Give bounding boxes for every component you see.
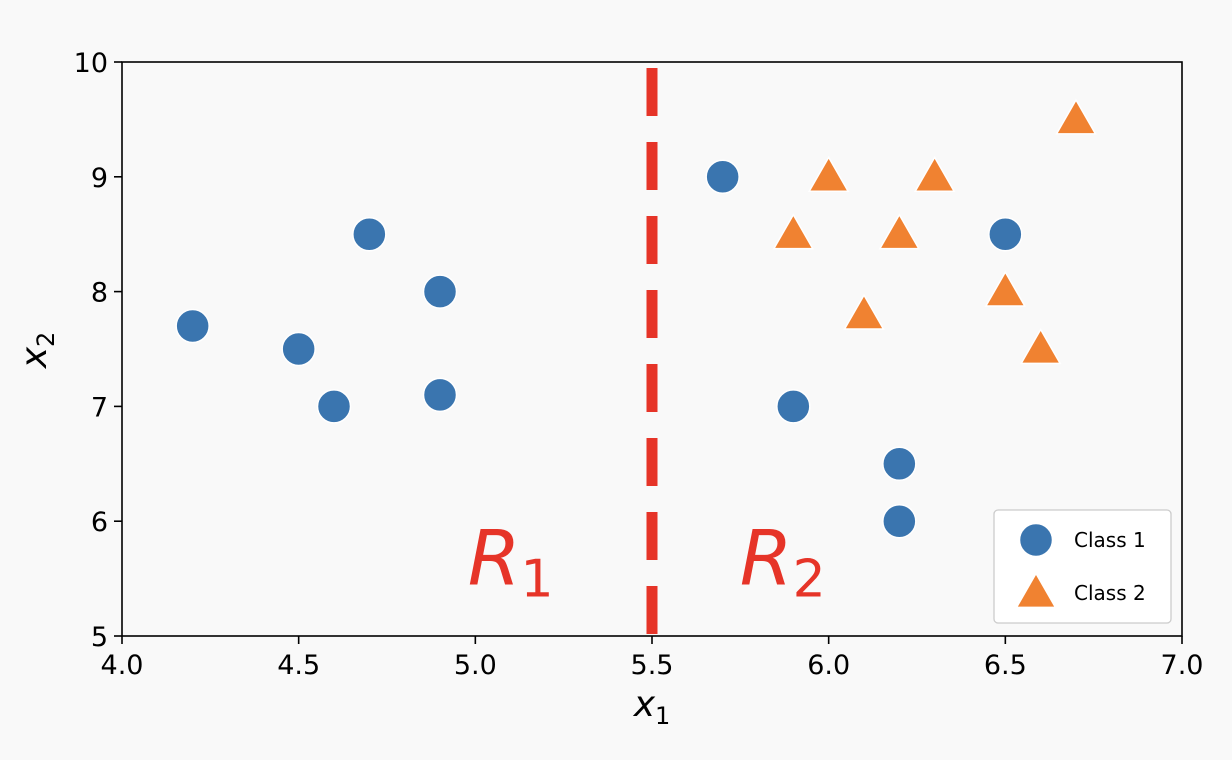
y-tick-label: 7 [91,392,108,423]
x-tick-label: 6.5 [984,650,1027,681]
class-2-point [878,213,921,250]
region-labels: R1 R2 [468,513,826,609]
x-tick-label: 7.0 [1161,650,1204,681]
class-1-point [705,159,740,195]
y-tick-label: 10 [74,48,108,79]
class-1-point [882,446,917,482]
class-2-point [913,155,956,192]
legend-marker-1 [1018,522,1054,558]
class-2-point [1019,328,1062,365]
legend-marker-2 [1015,572,1057,609]
class-1-point [352,216,387,252]
series-2 [772,98,1097,365]
class-1-point [175,308,210,344]
class-2-point [772,213,815,250]
class-2-point [843,293,885,330]
x-tick-label: 4.0 [101,650,144,681]
x-tick-label: 5.5 [631,650,674,681]
legend-label-1: Class 1 [1074,528,1146,552]
x-axis-label: x1 [633,684,671,730]
x-tick-label: 4.5 [277,650,320,681]
y-tick-label: 9 [91,163,108,194]
class-1-point [776,389,811,424]
class-1-point [882,503,917,539]
class-2-point [984,270,1027,307]
axes: 4.0 4.5 5.0 5.5 6.0 6.5 7.0 5 6 7 8 9 10 x1 x2 [14,48,1203,730]
y-tick-label: 6 [91,507,108,538]
class-1-point [422,274,458,309]
data-points [175,98,1097,539]
x-tick-label: 6.0 [807,650,850,681]
series-1 [175,159,1023,539]
y-tick-label: 8 [91,278,108,309]
class-1-point [422,377,458,413]
legend: Class 1 Class 2 [993,509,1172,624]
class-1-point [281,331,316,367]
y-tick-label: 5 [91,622,108,653]
region-label-1: R1 [468,513,554,609]
class-2-point [807,155,850,192]
class-1-point [316,389,352,424]
y-axis-label: x2 [14,332,60,370]
region-label-2: R2 [740,513,826,609]
plot-frame [121,61,1183,637]
legend-label-2: Class 2 [1074,581,1146,605]
class-2-point [1055,98,1097,135]
class-1-point [988,216,1023,252]
x-tick-label: 5.0 [454,650,497,681]
